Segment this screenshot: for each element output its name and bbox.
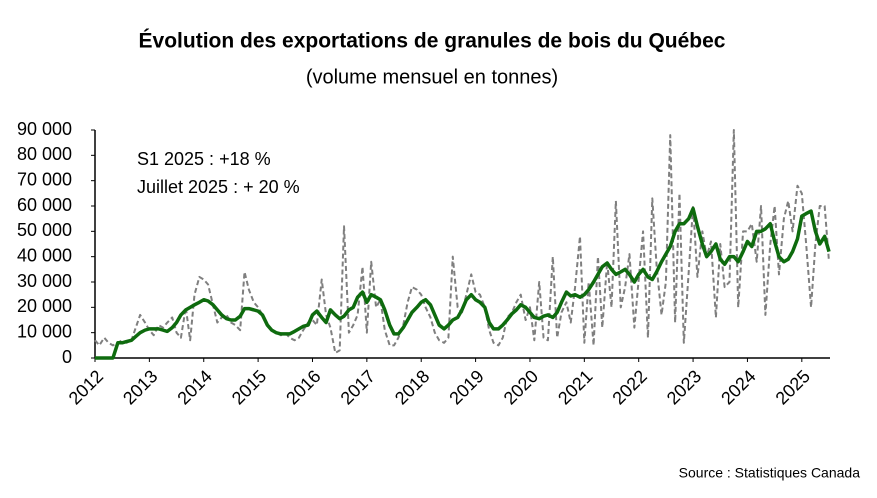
x-tick-label: 2015 (228, 366, 270, 408)
x-tick-label: 2025 (772, 366, 814, 408)
x-tick-label: 2024 (717, 366, 759, 408)
y-tick-label: 10 000 (17, 321, 72, 341)
x-tick-label: 2012 (65, 366, 107, 408)
y-tick-label: 0 (62, 347, 72, 367)
x-tick-label: 2019 (445, 366, 487, 408)
x-tick-label: 2022 (608, 366, 650, 408)
y-tick-label: 70 000 (17, 169, 72, 189)
x-tick-label: 2018 (391, 366, 433, 408)
y-tick-label: 40 000 (17, 245, 72, 265)
y-tick-label: 90 000 (17, 119, 72, 139)
x-tick-label: 2023 (663, 366, 705, 408)
y-tick-label: 60 000 (17, 195, 72, 215)
x-tick-label: 2021 (554, 366, 596, 408)
y-tick-label: 50 000 (17, 220, 72, 240)
series-line (95, 206, 831, 360)
y-tick-label: 20 000 (17, 296, 72, 316)
x-tick-label: 2013 (119, 366, 161, 408)
x-tick-label: 2014 (173, 366, 215, 408)
chart-subtitle: (volume mensuel en tonnes) (306, 66, 558, 88)
x-tick-label: 2016 (282, 366, 324, 408)
annotation: S1 2025 : +18 % (137, 149, 271, 169)
x-tick-label: 2017 (337, 366, 379, 408)
annotation: Juillet 2025 : + 20 % (137, 177, 300, 197)
y-tick-label: 80 000 (17, 144, 72, 164)
y-tick-label: 30 000 (17, 271, 72, 291)
chart-title: Évolution des exportations de granules d… (139, 30, 726, 53)
source: Source : Statistiques Canada (679, 465, 861, 481)
x-tick-label: 2020 (500, 366, 542, 408)
